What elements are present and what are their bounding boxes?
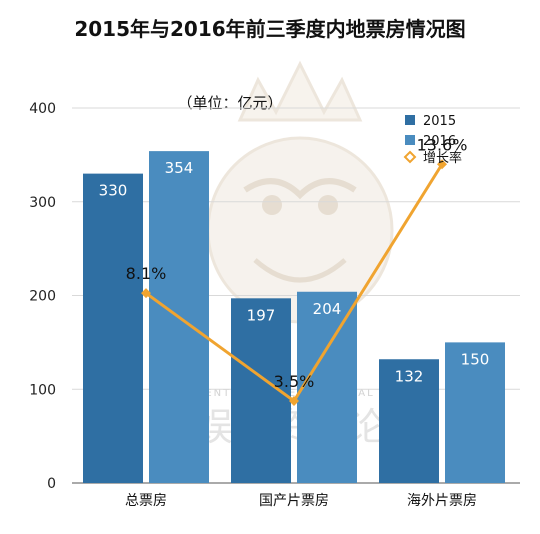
growth-value-label: 13.6% <box>417 135 468 154</box>
bar-value-label: 204 <box>313 300 342 318</box>
y-tick-label: 0 <box>47 476 56 492</box>
legend-label-2015: 2015 <box>423 114 456 129</box>
y-tick-label: 200 <box>29 289 56 305</box>
chart-title: 2015年与2016年前三季度内地票房情况图 <box>74 17 465 41</box>
watermark: ENTERTAINMENT CAPITAL 娱乐资本论 <box>195 60 394 449</box>
bar-value-label: 354 <box>165 159 194 177</box>
growth-point <box>289 395 299 406</box>
legend: 2015 2016 增长率 <box>403 114 462 166</box>
x-tick-label: 总票房 <box>125 493 167 509</box>
growth-value-label: 3.5% <box>274 372 315 391</box>
watermark-mascot-icon <box>206 60 394 324</box>
legend-swatch-2015 <box>405 115 415 125</box>
bar-2015-2 <box>379 359 439 483</box>
bar-2015-0 <box>83 173 143 483</box>
legend-swatch-2016 <box>405 135 415 145</box>
growth-value-label: 8.1% <box>126 264 167 283</box>
legend-label-growth: 增长率 <box>423 150 462 166</box>
bar-value-label: 197 <box>247 306 276 324</box>
x-tick-label: 海外片票房 <box>407 493 477 509</box>
legend-diamond-icon <box>403 150 417 164</box>
y-tick-label: 100 <box>29 382 56 398</box>
x-axis-ticks: 总票房 国产片票房 海外片票房 <box>125 493 477 509</box>
bar-2016-2 <box>445 342 505 483</box>
y-tick-label: 400 <box>29 101 56 117</box>
growth-point <box>437 159 447 170</box>
y-tick-label: 300 <box>29 195 56 211</box>
legend-label-2016: 2016 <box>423 134 456 149</box>
bar-value-label: 132 <box>395 367 424 385</box>
bar-value-label: 330 <box>99 182 128 200</box>
growth-point <box>141 288 151 299</box>
x-tick-label: 国产片票房 <box>259 493 329 509</box>
bars: 330 197 132 354 204 150 <box>83 151 505 483</box>
y-axis-ticks: 0 100 200 300 400 <box>29 101 56 492</box>
unit-note: （单位：亿元） <box>177 94 282 112</box>
growth-line: 8.1% 3.5% 13.6% <box>126 135 468 406</box>
bar-2016-1 <box>297 291 357 483</box>
bar-value-label: 150 <box>461 350 490 368</box>
